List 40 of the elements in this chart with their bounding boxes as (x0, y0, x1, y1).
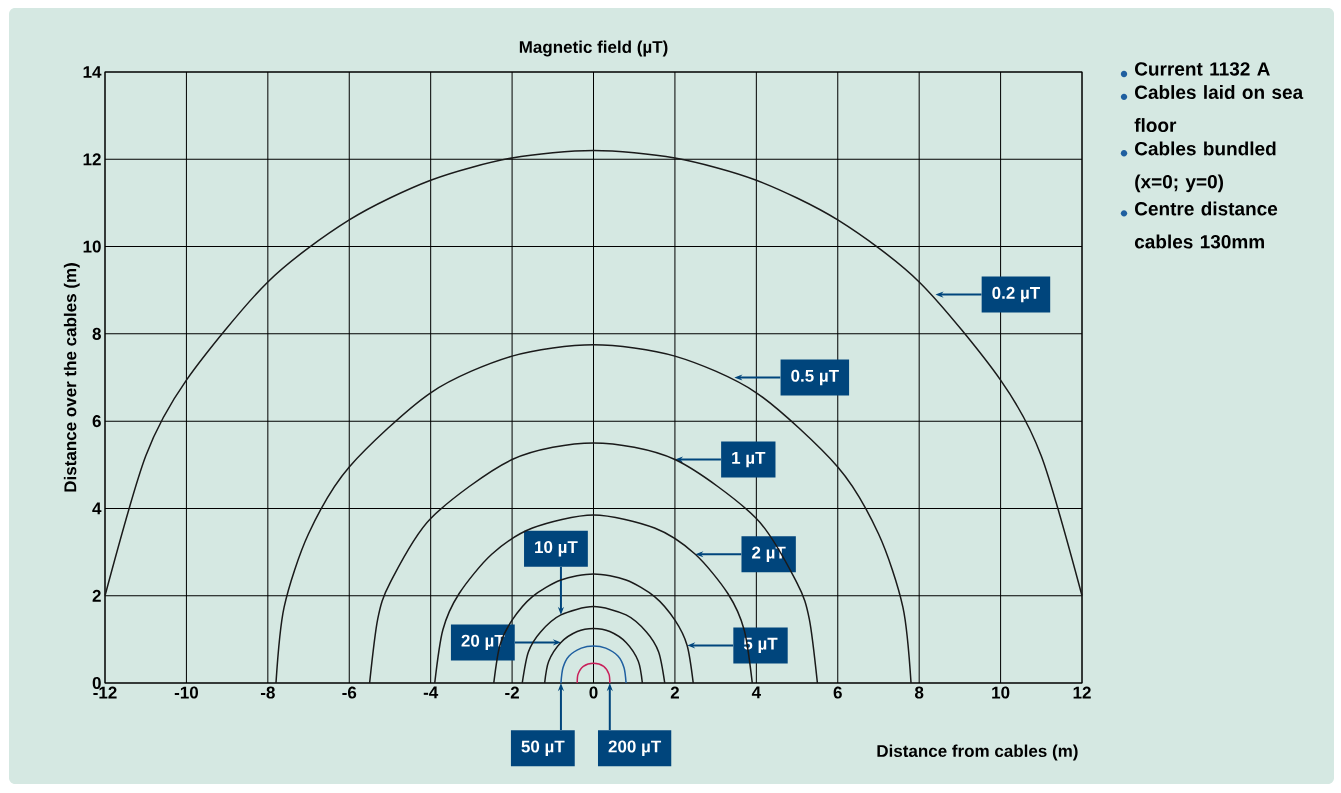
y-tick-label: 4 (92, 502, 102, 515)
annotation: 50 µT (521, 740, 565, 756)
x-tick-label: -4 (423, 686, 439, 699)
y-tick-label: 8 (92, 327, 101, 340)
annotation: 1 µT (732, 451, 766, 468)
annotation: 200 µT (608, 740, 662, 756)
annotation: 2 µT (752, 546, 786, 562)
y-tick-label: 10 (83, 240, 101, 253)
x-tick-label: -6 (342, 686, 357, 699)
line-series (521, 605, 666, 684)
x-tick-label: 4 (751, 686, 761, 699)
x-axis-title: Distance from cables (m) (877, 744, 1078, 761)
x-tick-label: -10 (174, 686, 198, 699)
x-tick-label: -2 (505, 686, 519, 699)
y-axis-title: Distance over the cables (m) (63, 263, 80, 492)
text: Centre distance cables 130mm (1134, 201, 1278, 249)
annotation: 0.5 µT (791, 369, 839, 386)
x-tick-label: -8 (260, 686, 275, 699)
line-series (275, 344, 912, 684)
y-tick-label: 14 (83, 66, 102, 78)
line-series (368, 442, 819, 684)
x-tick-label: 10 (992, 686, 1010, 699)
x-tick-label: 0 (589, 686, 598, 699)
line-series (433, 514, 754, 684)
text: Cables laid on sea floor (1134, 85, 1304, 133)
y-tick-label: 12 (83, 153, 101, 166)
x-tick-label: 12 (1073, 686, 1091, 699)
y-tick-label: 2 (92, 589, 101, 602)
text: Current 1132 A (1135, 62, 1270, 76)
x-tick-label: 8 (914, 686, 924, 699)
annotation: 10 µT (535, 541, 578, 557)
line-series (104, 149, 1083, 597)
line-series (543, 627, 644, 684)
chart-title: Magnetic field (µT) (519, 40, 668, 57)
text: Cables bundled (x=0; y=0) (1135, 141, 1276, 193)
annotation: 20 µT (461, 634, 505, 651)
x-tick-label: 2 (670, 686, 679, 699)
annotation: 0.2 µT (992, 286, 1040, 303)
y-tick-label: 6 (92, 415, 101, 428)
x-tick-label: 6 (833, 686, 842, 699)
